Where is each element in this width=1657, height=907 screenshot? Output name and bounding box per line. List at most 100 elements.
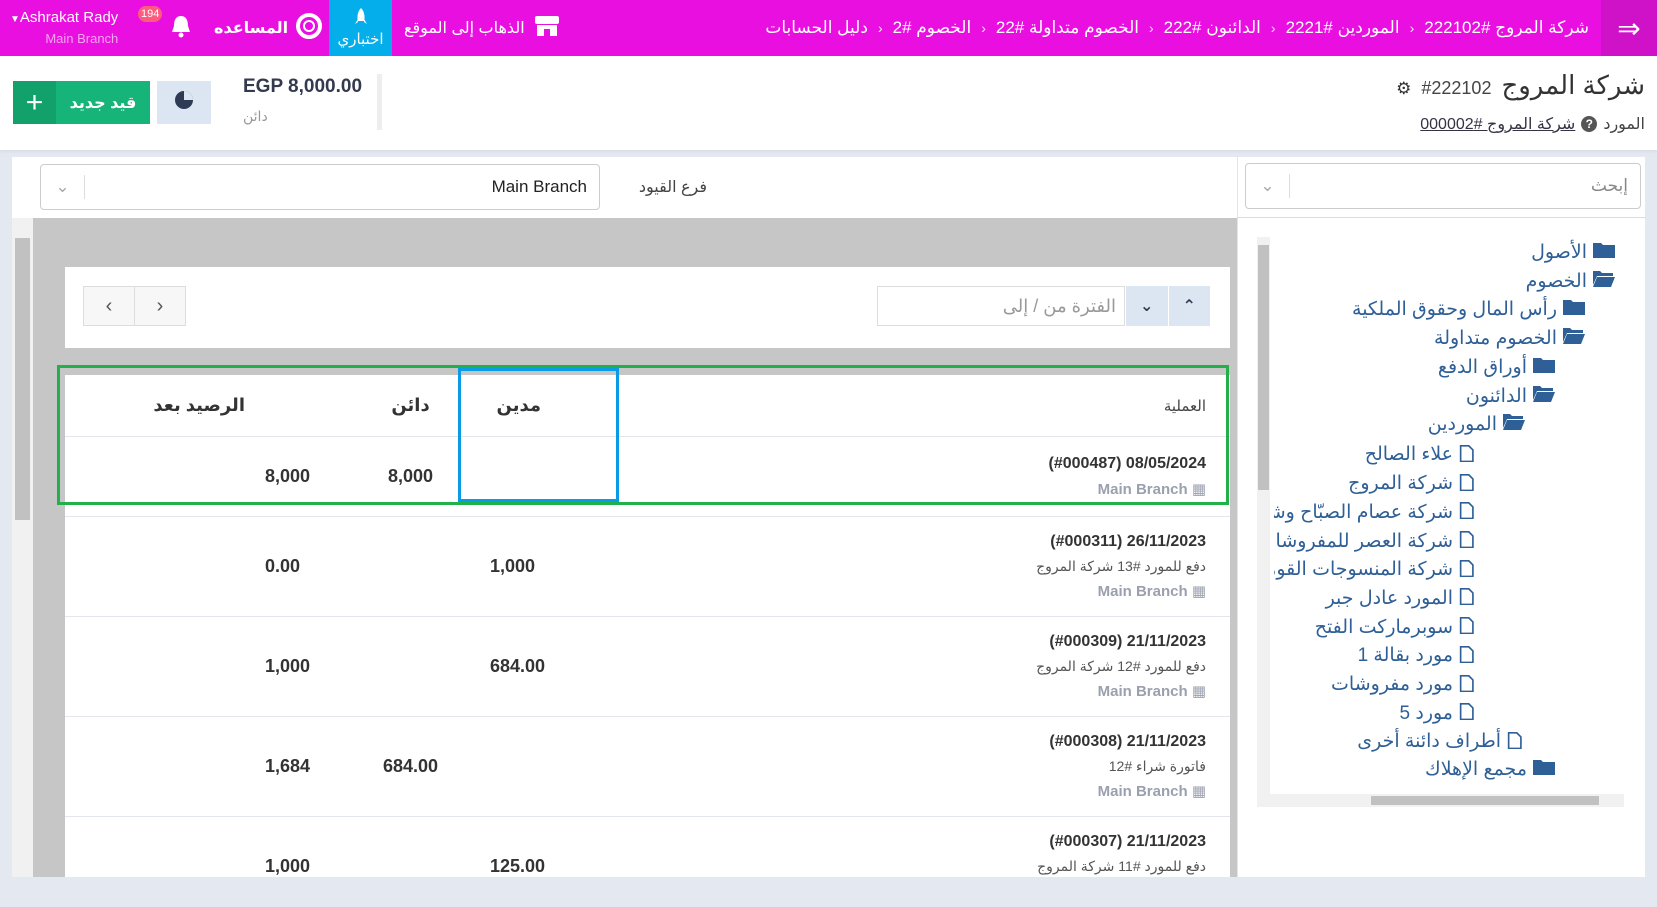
tree-search-select[interactable]: إبحث ⌄ (1245, 163, 1641, 209)
tree-item-label: شركة العصر للمفروشات (1274, 530, 1453, 552)
entry-date[interactable]: (#000308) 21/11/2023 (1049, 733, 1206, 750)
chart-button[interactable] (157, 81, 211, 124)
tree-vertical-scrollbar[interactable] (1257, 237, 1270, 807)
entry-description: دفع للمورد #11 شركة المروج (1037, 858, 1206, 874)
test-mode-button[interactable]: اختباري (329, 0, 392, 56)
tree-item-label: الدائنون (1465, 385, 1527, 407)
tree-item-label: شركة عصام الصبّاح وشركاه (1274, 501, 1453, 523)
page-title: شركة المروج #222102 ⚙ (1396, 70, 1645, 101)
table-row[interactable]: (#000487) 08/05/2024 Main Branch ▦ 8,000… (65, 437, 1230, 517)
accounts-tree-panel: إبحث ⌄ الأصول الخصوم رأس المال وحقوق الملك… (1237, 157, 1646, 877)
tree-item[interactable]: الخصوم متداولة (1434, 327, 1585, 350)
breadcrumb-item[interactable]: الموردين #2221 (1285, 18, 1400, 37)
debit-value: 684.00 (490, 656, 546, 676)
file-icon (1459, 528, 1477, 554)
tree-item[interactable]: مورد مفروشات (1331, 672, 1477, 698)
tree-item[interactable]: شركة المروج (1348, 471, 1477, 497)
file-icon (1459, 471, 1477, 497)
tree-item[interactable]: أوراق الدفع (1438, 356, 1555, 379)
sidebar-toggle-button[interactable]: ⇒ (1601, 0, 1657, 56)
entry-date[interactable]: (#000311) 26/11/2023 (1050, 533, 1206, 550)
ledger-panel: فرع القيود Main Branch ⌄ ‹ › الفترة من /… (12, 157, 1237, 877)
entry-date[interactable]: (#000309) 21/11/2023 (1049, 633, 1206, 650)
period-input[interactable]: الفترة من / إلى (877, 286, 1125, 326)
chevron-left-icon: ‹ (981, 20, 986, 36)
entry-branch: Main Branch ▦ (1098, 682, 1206, 700)
notifications-button[interactable] (170, 0, 192, 56)
balance-value: 0.00 (265, 556, 301, 576)
user-menu[interactable]: ▼Ashrakat Rady Main Branch (10, 8, 118, 48)
branch-filter-select[interactable]: Main Branch ⌄ (40, 164, 600, 210)
folder-icon (1533, 758, 1555, 781)
filter-row: فرع القيود Main Branch ⌄ (12, 157, 1237, 218)
file-icon (1459, 643, 1477, 669)
period-toolbar: ‹ › الفترة من / إلى ⌄ ⌃ (65, 267, 1230, 348)
entry-branch-label: Main Branch (1097, 481, 1188, 498)
tree-horizontal-scrollbar[interactable] (1257, 794, 1624, 807)
entry-branch: Main Branch ▦ (1098, 782, 1206, 800)
tree-item[interactable]: الدائنون (1466, 385, 1555, 408)
new-entry-button[interactable]: + قيد جديد (13, 81, 150, 124)
vertical-scrollbar[interactable] (12, 218, 33, 877)
tree-item-label: علاء الصالح (1364, 444, 1453, 466)
breadcrumb-item[interactable]: الخصوم #2 (892, 18, 972, 37)
tree-item-label: الموردين (1427, 414, 1497, 436)
breadcrumb-item[interactable]: الخصوم متداولة #22 (995, 18, 1139, 37)
go-to-site-link[interactable]: الذهاب إلى الموقع (404, 0, 561, 56)
breadcrumb-current: شركة المروج #222102 (1424, 18, 1589, 37)
lifebuoy-icon (296, 12, 323, 44)
debit-value: 1,000 (490, 556, 536, 576)
tree-item[interactable]: مورد بقالة 1 (1358, 643, 1477, 669)
tree-item[interactable]: أطراف دائنة أخرى (1357, 729, 1525, 755)
divider (1238, 217, 1646, 218)
tree-item[interactable]: سوبرماركت الفتح (1315, 614, 1477, 640)
chevron-down-icon[interactable]: ⌄ (1140, 298, 1154, 315)
notification-count-badge: 194 (138, 6, 163, 22)
folder-open-icon (1593, 270, 1615, 293)
tree-item[interactable]: شركة عصام الصبّاح وشركاه (1274, 499, 1477, 525)
ledger-content: ‹ › الفترة من / إلى ⌄ ⌃ العملية مدين دائ… (12, 218, 1237, 877)
tree-item-label: رأس المال وحقوق الملكية (1352, 299, 1557, 321)
chevron-left-icon[interactable]: ‹ (84, 287, 135, 325)
tree-item[interactable]: شركة المنسوجات القومية (1274, 557, 1477, 583)
file-icon (1459, 557, 1477, 583)
tree-item[interactable]: الأصول (1531, 241, 1615, 264)
tree-item[interactable]: شركة العصر للمفروشات (1274, 528, 1477, 554)
tree-item[interactable]: الموردين (1428, 413, 1525, 436)
help-link[interactable]: المساعده (214, 0, 323, 56)
help-icon[interactable]: ? (1581, 116, 1598, 132)
table-row[interactable]: (#000308) 21/11/2023 فاتورة شراء #12 Mai… (65, 717, 1230, 817)
table-row[interactable]: (#000309) 21/11/2023 دفع للمورد #12 شركة… (65, 617, 1230, 717)
account-code: #222102 (1421, 78, 1492, 98)
tree-item[interactable]: مجمع الإهلاك (1425, 758, 1555, 781)
entry-date[interactable]: (#000307) 21/11/2023 (1049, 833, 1206, 850)
gear-icon[interactable]: ⚙ (1396, 79, 1412, 98)
breadcrumb-item[interactable]: الدائنون #222 (1163, 18, 1261, 37)
table-row[interactable]: (#000307) 21/11/2023 دفع للمورد #11 شركة… (65, 817, 1230, 877)
balance-value: 1,000 (265, 656, 311, 676)
credit-value: 684.00 (382, 756, 439, 776)
tree-item-label: المورد عادل جبر (1325, 587, 1453, 609)
tree-item[interactable]: رأس المال وحقوق الملكية (1352, 298, 1585, 321)
tree-item[interactable]: الخصوم (1526, 270, 1615, 293)
tree-item[interactable]: علاء الصالح (1365, 442, 1477, 468)
account-name: شركة المروج (1501, 70, 1645, 100)
tree-item-label: سوبرماركت الفتح (1314, 616, 1453, 638)
tree-item-label: أطراف دائنة أخرى (1357, 731, 1501, 753)
entry-branch: Main Branch ▦ (1098, 582, 1206, 600)
header-operation: العملية (1163, 397, 1206, 415)
file-icon (1507, 729, 1525, 755)
chevron-right-icon[interactable]: › (156, 294, 164, 317)
tree-item[interactable]: المورد عادل جبر (1326, 585, 1477, 611)
tree-item-label: مورد 5 (1399, 702, 1454, 724)
branch-filter-label: فرع القيود (638, 179, 707, 196)
tree-item[interactable]: مورد 5 (1400, 700, 1478, 726)
breadcrumb-item[interactable]: دليل الحسابات (765, 18, 868, 37)
entry-date[interactable]: (#000487) 08/05/2024 (1048, 455, 1206, 472)
table-row[interactable]: (#000311) 26/11/2023 دفع للمورد #13 شركة… (65, 517, 1230, 617)
scrollbar-thumb[interactable] (15, 238, 30, 520)
tree-item-label: مورد بقالة 1 (1357, 645, 1453, 667)
supplier-link[interactable]: شركة المروج #000002 (1420, 116, 1576, 133)
caret-down-icon: ▼ (10, 14, 20, 25)
chevron-up-icon[interactable]: ⌃ (1167, 286, 1211, 326)
